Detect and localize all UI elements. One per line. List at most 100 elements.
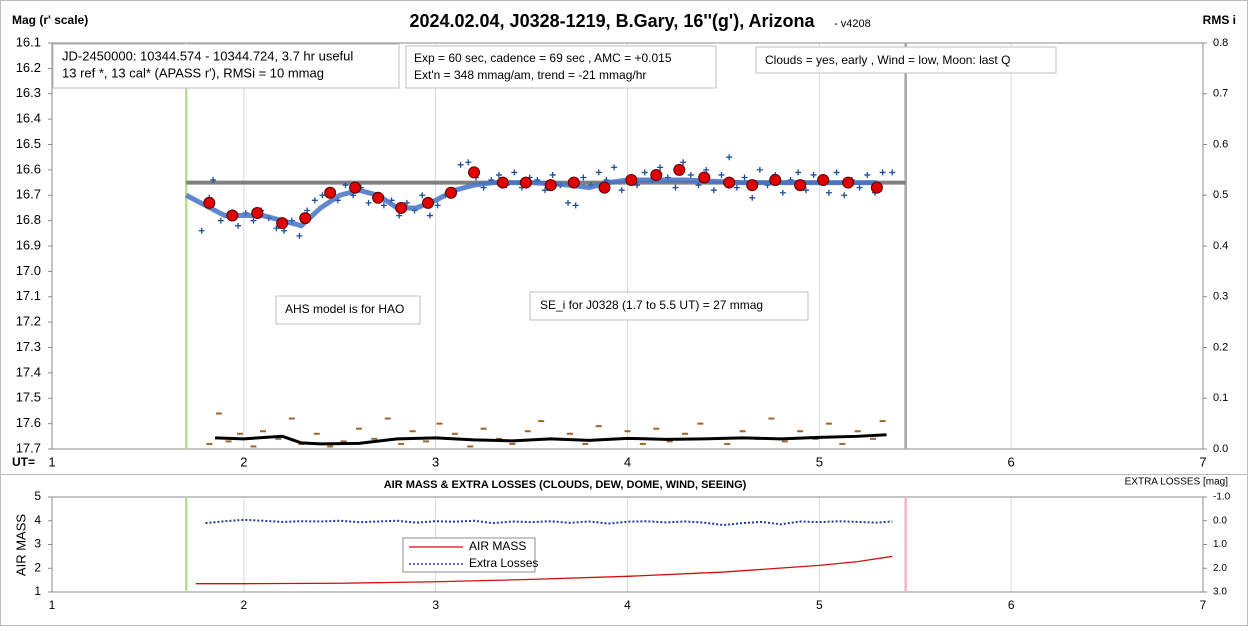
point bbox=[768, 417, 775, 420]
legend-label: AIR MASS bbox=[469, 539, 526, 553]
point bbox=[260, 430, 267, 433]
point bbox=[225, 440, 232, 443]
y2-tick-label: 0.1 bbox=[1213, 392, 1228, 404]
point bbox=[879, 169, 886, 176]
y-tick-label: 17.7 bbox=[16, 440, 41, 455]
y2-tick-label: 2.0 bbox=[1213, 563, 1227, 574]
point bbox=[311, 197, 318, 204]
point bbox=[236, 432, 243, 435]
point bbox=[509, 442, 516, 445]
series-line bbox=[215, 433, 887, 446]
point bbox=[403, 199, 410, 206]
legend-label: Extra Losses bbox=[469, 556, 538, 570]
point bbox=[641, 169, 648, 176]
point bbox=[495, 171, 502, 178]
x-tick-label: 2 bbox=[240, 598, 247, 612]
x-tick-label: 5 bbox=[816, 598, 823, 612]
x-tick-label: 3 bbox=[432, 598, 439, 612]
point bbox=[572, 202, 579, 209]
point bbox=[480, 427, 487, 430]
point bbox=[625, 174, 638, 187]
point bbox=[673, 163, 686, 176]
point bbox=[595, 425, 602, 428]
point bbox=[864, 171, 871, 178]
point bbox=[741, 174, 748, 181]
y2-tick-label: 0.5 bbox=[1213, 189, 1228, 201]
y2-tick-label: 0.6 bbox=[1213, 138, 1228, 150]
point bbox=[595, 169, 602, 176]
point bbox=[276, 217, 289, 230]
annotation: JD-2450000: 10344.574 - 10344.724, 3.7 h… bbox=[62, 48, 353, 63]
point bbox=[250, 217, 257, 224]
point bbox=[319, 192, 326, 199]
annotation: Clouds = yes, early , Wind = low, Moon: … bbox=[765, 53, 1010, 67]
point bbox=[251, 207, 264, 220]
point bbox=[565, 199, 572, 206]
y2-tick-label: 0.0 bbox=[1213, 443, 1228, 455]
annotation-box bbox=[529, 291, 809, 321]
x-tick-label: 2 bbox=[240, 454, 247, 469]
point bbox=[384, 417, 391, 420]
x-tick-label: 5 bbox=[816, 454, 823, 469]
point bbox=[650, 168, 663, 181]
point bbox=[779, 189, 786, 196]
y-tick-label: 17.0 bbox=[16, 263, 41, 278]
y-tick-label: 16.1 bbox=[16, 34, 41, 49]
point bbox=[468, 166, 481, 179]
y2-tick-label: 0.4 bbox=[1213, 240, 1228, 252]
point bbox=[198, 227, 205, 234]
y-tick-label: 5 bbox=[34, 489, 41, 503]
point bbox=[841, 192, 848, 199]
point bbox=[544, 179, 557, 192]
x-tick-label: 1 bbox=[48, 454, 55, 469]
x-axis-label: UT= bbox=[12, 455, 35, 469]
point bbox=[794, 179, 807, 192]
x-tick-label: 6 bbox=[1008, 598, 1015, 612]
point bbox=[342, 182, 349, 189]
point bbox=[496, 176, 509, 189]
point bbox=[756, 166, 763, 173]
point bbox=[680, 159, 687, 166]
point bbox=[327, 445, 334, 448]
y-tick-label: 16.2 bbox=[16, 60, 41, 75]
point bbox=[467, 445, 474, 448]
point bbox=[724, 442, 731, 445]
point bbox=[296, 232, 303, 239]
y-axis-label: AIR MASS bbox=[13, 514, 28, 576]
point bbox=[421, 196, 434, 209]
point bbox=[749, 194, 756, 201]
point bbox=[235, 222, 242, 229]
point bbox=[856, 184, 863, 191]
y2-tick-label: 3.0 bbox=[1213, 587, 1227, 598]
point bbox=[879, 420, 886, 423]
annotation: Ext'n = 348 mmag/am, trend = -21 mmag/hr bbox=[414, 68, 646, 82]
point bbox=[398, 442, 405, 445]
point bbox=[215, 412, 222, 415]
y-tick-label: 2 bbox=[34, 560, 41, 574]
x-tick-label: 4 bbox=[624, 598, 631, 612]
point bbox=[524, 430, 531, 433]
point bbox=[217, 217, 224, 224]
point bbox=[519, 176, 532, 189]
y-axis-label: Mag (r' scale) bbox=[12, 13, 88, 27]
point bbox=[371, 437, 378, 440]
legend-box bbox=[402, 537, 536, 573]
y2-tick-label: -1.0 bbox=[1213, 492, 1231, 503]
y-tick-label: 16.8 bbox=[16, 212, 41, 227]
point bbox=[825, 189, 832, 196]
point bbox=[409, 430, 416, 433]
point bbox=[687, 171, 694, 178]
point bbox=[226, 209, 239, 222]
y-tick-label: 16.3 bbox=[16, 85, 41, 100]
y2-tick-label: 0.7 bbox=[1213, 88, 1228, 100]
point bbox=[618, 187, 625, 194]
point bbox=[419, 192, 426, 199]
point bbox=[395, 201, 408, 214]
y-tick-label: 16.5 bbox=[16, 136, 41, 151]
chart-title: 2024.02.04, J0328-1219, B.Gary, 16''(g')… bbox=[409, 11, 815, 31]
point bbox=[349, 181, 362, 194]
point bbox=[817, 174, 830, 187]
series-line bbox=[205, 518, 893, 527]
point bbox=[288, 417, 295, 420]
point bbox=[436, 422, 443, 425]
